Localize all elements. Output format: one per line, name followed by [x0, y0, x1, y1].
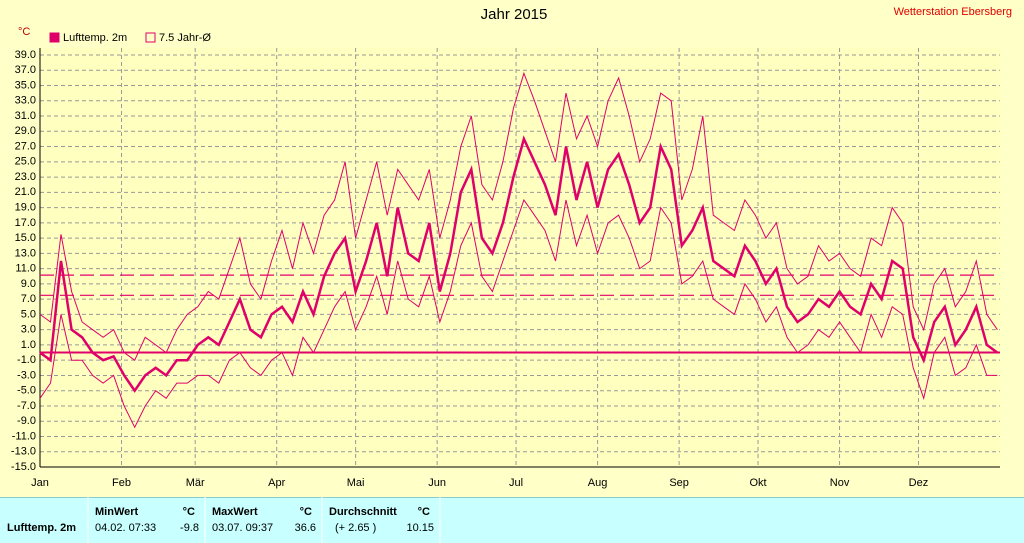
- y-tick-label: 5.0: [21, 308, 36, 320]
- temperature-line: [39, 71, 998, 361]
- y-tick-label: -11.0: [12, 430, 36, 442]
- y-tick-label: 3.0: [21, 324, 36, 336]
- column-header: MinWert: [95, 506, 139, 518]
- chart: Jahr 2015 Wetterstation Ebersberg °C 39.…: [11, 6, 1012, 489]
- cell-value: -9.8: [180, 522, 199, 534]
- x-tick-label: Apr: [268, 477, 285, 489]
- y-tick-label: -1.0: [17, 354, 36, 366]
- legend-swatch: [49, 32, 60, 43]
- x-tick-label: Mai: [347, 477, 365, 489]
- x-tick-label: Jan: [31, 477, 49, 489]
- y-tick-label: 9.0: [21, 278, 36, 290]
- y-tick-label: 29.0: [15, 125, 36, 137]
- legend-swatch: [145, 32, 156, 43]
- y-tick-label: -15.0: [11, 461, 36, 473]
- x-tick-label: Dez: [909, 477, 929, 489]
- y-tick-label: 7.0: [21, 293, 36, 305]
- y-tick-label: 37.0: [15, 64, 36, 76]
- x-tick-label: Okt: [749, 477, 766, 489]
- station-name: Wetterstation Ebersberg: [894, 6, 1012, 18]
- y-tick-label: 23.0: [15, 171, 36, 183]
- y-tick-label: 1.0: [21, 339, 36, 351]
- y-tick-label: -5.0: [17, 385, 36, 397]
- legend-label: 7.5 Jahr-Ø: [159, 32, 211, 44]
- x-tick-label: Jun: [428, 477, 446, 489]
- column-header: MaxWert: [212, 506, 258, 518]
- x-tick-label: Aug: [588, 477, 608, 489]
- chart-title: Jahr 2015: [481, 6, 548, 23]
- stats-grid: MinWert °C MaxWert °C Durchschnitt °C Lufttemp…: [0, 497, 1024, 543]
- stats-table: MinWert °C MaxWert °C Durchschnitt °C Lufttemp…: [0, 497, 1024, 543]
- y-tick-label: 17.0: [15, 217, 36, 229]
- y-tick-label: 21.0: [15, 186, 36, 198]
- y-tick-label: 39.0: [15, 49, 36, 61]
- x-tick-label: Mär: [186, 477, 205, 489]
- column-unit: °C: [300, 506, 312, 518]
- cell-value: 36.6: [295, 522, 316, 534]
- y-tick-label: -3.0: [17, 369, 36, 381]
- cell-detail: (+ 2.65 ): [335, 522, 376, 534]
- column-unit: °C: [418, 506, 430, 518]
- y-tick-label: 19.0: [15, 201, 36, 213]
- y-unit: °C: [18, 26, 30, 38]
- plot-area: [40, 48, 1000, 467]
- cell-detail: 04.02. 07:33: [95, 522, 156, 534]
- legend-label: Lufttemp. 2m: [63, 32, 127, 44]
- column-unit: °C: [183, 506, 195, 518]
- y-tick-label: 11.0: [15, 263, 36, 275]
- column-header: Durchschnitt: [329, 506, 397, 518]
- y-tick-label: -9.0: [17, 415, 36, 427]
- x-tick-label: Feb: [112, 477, 131, 489]
- cell-value: 10.15: [406, 522, 434, 534]
- temperature-line: [39, 198, 998, 429]
- cell-detail: 03.07. 09:37: [212, 522, 273, 534]
- y-tick-label: 27.0: [15, 140, 36, 152]
- y-tick-label: -13.0: [11, 446, 36, 458]
- y-tick-label: 35.0: [15, 79, 36, 91]
- temperature-line: [39, 135, 999, 393]
- y-tick-label: 25.0: [15, 156, 36, 168]
- y-tick-label: -7.0: [17, 400, 36, 412]
- x-tick-label: Jul: [509, 477, 523, 489]
- x-tick-label: Nov: [830, 477, 850, 489]
- y-tick-label: 33.0: [15, 95, 36, 107]
- row-label: Lufttemp. 2m: [7, 522, 76, 534]
- x-tick-label: Sep: [669, 477, 689, 489]
- y-tick-label: 13.0: [15, 247, 36, 259]
- y-tick-label: 31.0: [15, 110, 36, 122]
- y-tick-label: 15.0: [15, 232, 36, 244]
